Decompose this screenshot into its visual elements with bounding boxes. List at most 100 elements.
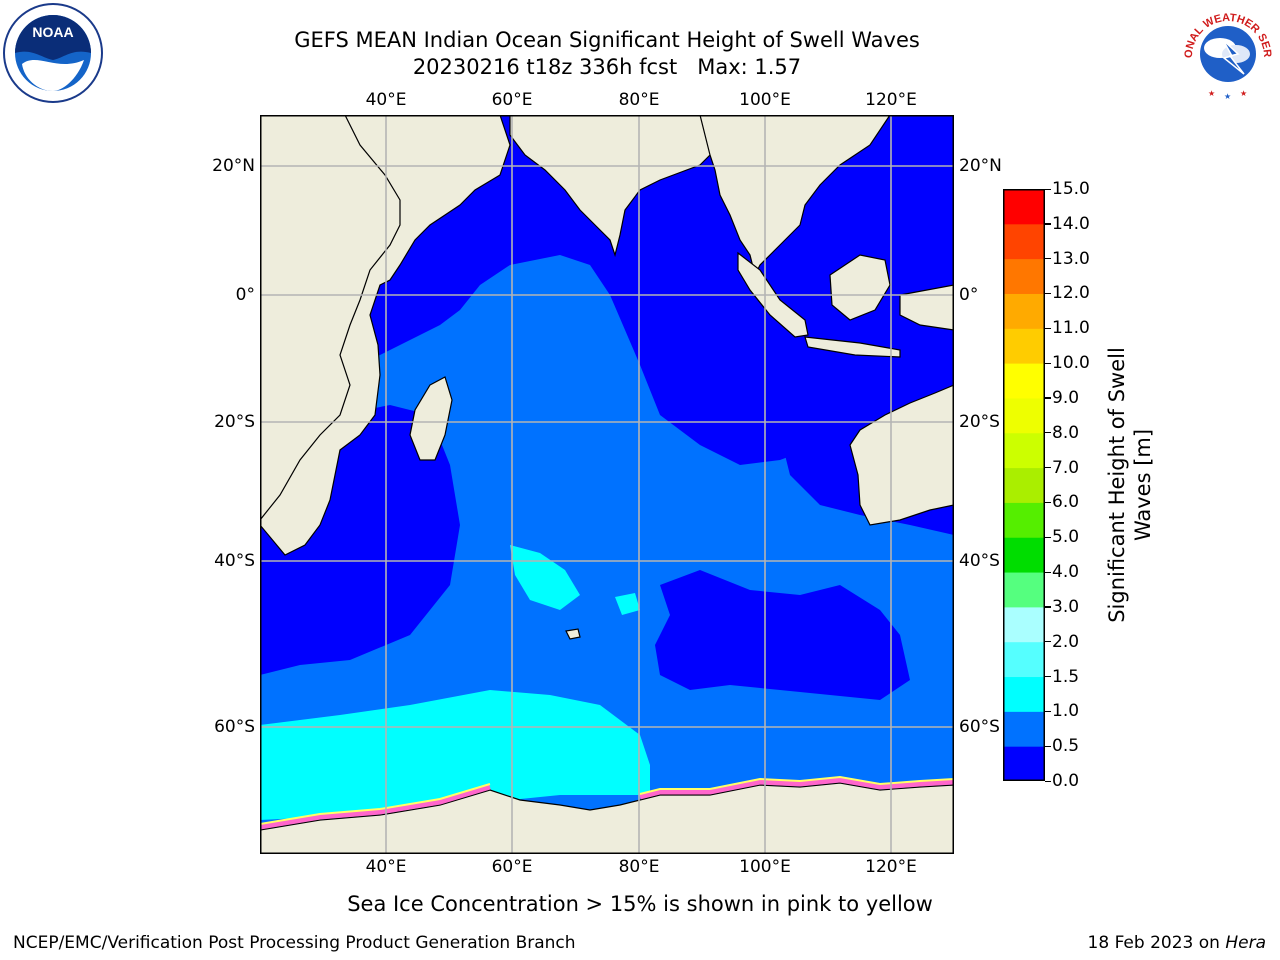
colorbar-segment	[1003, 293, 1045, 329]
land-borneo	[829, 254, 891, 321]
land-kerguelen	[565, 628, 581, 640]
colorbar-tick-label: 2.0	[1052, 631, 1080, 652]
map-frame	[260, 115, 954, 854]
colorbar-tick	[1045, 536, 1051, 538]
sea-ice-fringe-inner	[260, 775, 954, 825]
colorbar-tick	[1045, 327, 1051, 329]
colorbar-tick	[1045, 432, 1051, 434]
svg-text:★: ★	[1208, 89, 1215, 98]
colorbar-title: Significant Height of Swell Waves [m]	[1104, 347, 1156, 623]
colorbar-tick-label: 4.0	[1052, 562, 1080, 583]
colorbar-tick	[1045, 258, 1051, 260]
colorbar-tick-label: 8.0	[1052, 422, 1080, 443]
land-africa-north	[260, 115, 401, 521]
lon-label-top-60e: 60°E	[491, 90, 533, 110]
colorbar-segment	[1003, 641, 1045, 678]
credit-date: 18 Feb 2023 on Hera	[1088, 932, 1266, 954]
colorbar-tick-label: 1.0	[1052, 701, 1080, 722]
map-subtitle: 20230216 t18z 336h fcst Max: 1.57	[412, 55, 802, 79]
lon-label-bottom-60e: 60°E	[491, 857, 533, 877]
lat-label-right-60s: 60°S	[959, 717, 1000, 737]
colorbar-tick	[1045, 641, 1051, 643]
colorbar-tick	[1045, 362, 1051, 364]
land-southeast-asia	[699, 115, 891, 277]
lat-label-left-20s: 20°S	[214, 412, 255, 432]
colorbar-title-line1: Significant Height of Swell	[1105, 347, 1129, 623]
colorbar-segment	[1003, 711, 1045, 747]
svg-text:★: ★	[1224, 92, 1231, 101]
lat-label-right-40s: 40°S	[959, 551, 1000, 571]
sea-ice-note: Sea Ice Concentration > 15% is shown in …	[0, 891, 1280, 917]
low-swell-south-patch	[655, 570, 910, 700]
colorbar-tick-label: 12.0	[1052, 283, 1090, 304]
colorbar-tick-label: 5.0	[1052, 527, 1080, 548]
credit-host: Hera	[1225, 933, 1266, 953]
colorbar-tick-label: 0.0	[1052, 771, 1080, 791]
colorbar-tick-label: 3.0	[1052, 596, 1080, 617]
colorbar-tick	[1045, 710, 1051, 713]
lon-label-bottom-100e: 100°E	[739, 857, 791, 877]
sea-ice-note-text: Sea Ice Concentration > 15% is shown in …	[347, 892, 933, 916]
colorbar-segment	[1003, 572, 1045, 608]
lat-label-left-20n: 20°N	[212, 156, 255, 176]
lat-label-left-60s: 60°S	[214, 717, 255, 737]
noaa-logo: NOAA	[3, 3, 103, 103]
colorbar-tick	[1045, 571, 1051, 573]
colorbar-tick	[1045, 745, 1051, 747]
lon-label-bottom-120e: 120°E	[865, 857, 917, 877]
lon-label-top-40e: 40°E	[365, 90, 407, 110]
lon-label-top-120e: 120°E	[865, 90, 917, 110]
map-gridlines	[260, 115, 954, 854]
credit-branch: NCEP/EMC/Verification Post Processing Pr…	[13, 933, 576, 953]
colorbar-segment	[1003, 537, 1045, 573]
colorbar-segment	[1003, 223, 1045, 260]
land-australia	[849, 384, 954, 526]
colorbar-tick-label: 15.0	[1052, 179, 1090, 199]
lon-label-top-100e: 100°E	[739, 90, 791, 110]
colorbar-segment	[1003, 606, 1045, 643]
colorbar-tick	[1045, 676, 1051, 678]
noaa-logo-text: NOAA	[32, 24, 73, 40]
sea-ice-fringe	[260, 777, 954, 830]
swell-height-map	[260, 115, 954, 854]
colorbar-tick	[1045, 780, 1051, 782]
credit-date-text: 18 Feb 2023 on	[1087, 933, 1226, 953]
colorbar-tick-label: 6.0	[1052, 492, 1080, 513]
lat-label-right-20s: 20°S	[959, 412, 1000, 432]
colorbar-segment	[1003, 258, 1045, 294]
colorbar-tick-label: 13.0	[1052, 248, 1090, 269]
land-east-islands	[899, 284, 954, 331]
land-india	[509, 115, 721, 258]
map-title: GEFS MEAN Indian Ocean Significant Heigh…	[294, 28, 920, 52]
swell-1-1p5-south-band	[260, 690, 650, 820]
colorbar-segment	[1003, 328, 1045, 364]
colorbar	[1003, 189, 1045, 781]
lon-label-bottom-80e: 80°E	[618, 857, 660, 877]
colorbar-segment	[1003, 746, 1045, 781]
colorbar-tick	[1045, 397, 1051, 399]
nws-logo: NATIONAL WEATHER SERVICE ★ ★ ★	[1178, 2, 1275, 101]
colorbar-tick-label: 11.0	[1052, 318, 1090, 339]
lat-label-left-40s: 40°S	[214, 551, 255, 571]
lat-label-right-20n: 20°N	[959, 156, 1002, 176]
lon-label-top-80e: 80°E	[618, 90, 660, 110]
colorbar-tick-label: 0.5	[1052, 736, 1080, 757]
colorbar-segment	[1003, 502, 1045, 538]
colorbar-tick-label: 9.0	[1052, 387, 1080, 408]
colorbar-title-line2: Waves [m]	[1131, 428, 1155, 542]
colorbar-tick	[1045, 501, 1051, 504]
colorbar-tick-label: 14.0	[1052, 213, 1090, 234]
colorbar-tick-label: 10.0	[1052, 353, 1090, 374]
colorbar-segment	[1003, 397, 1045, 434]
colorbar-tick	[1045, 292, 1051, 295]
land-antarctica	[260, 782, 954, 854]
colorbar-tick	[1045, 606, 1051, 608]
colorbar-segment	[1003, 676, 1045, 712]
colorbar-tick-label: 7.0	[1052, 457, 1080, 478]
colorbar-segment	[1003, 467, 1045, 503]
colorbar-tick	[1045, 188, 1051, 190]
colorbar-frame	[1003, 189, 1045, 781]
lon-label-bottom-40e: 40°E	[365, 857, 407, 877]
colorbar-tick	[1045, 223, 1051, 225]
colorbar-segment	[1003, 363, 1045, 399]
